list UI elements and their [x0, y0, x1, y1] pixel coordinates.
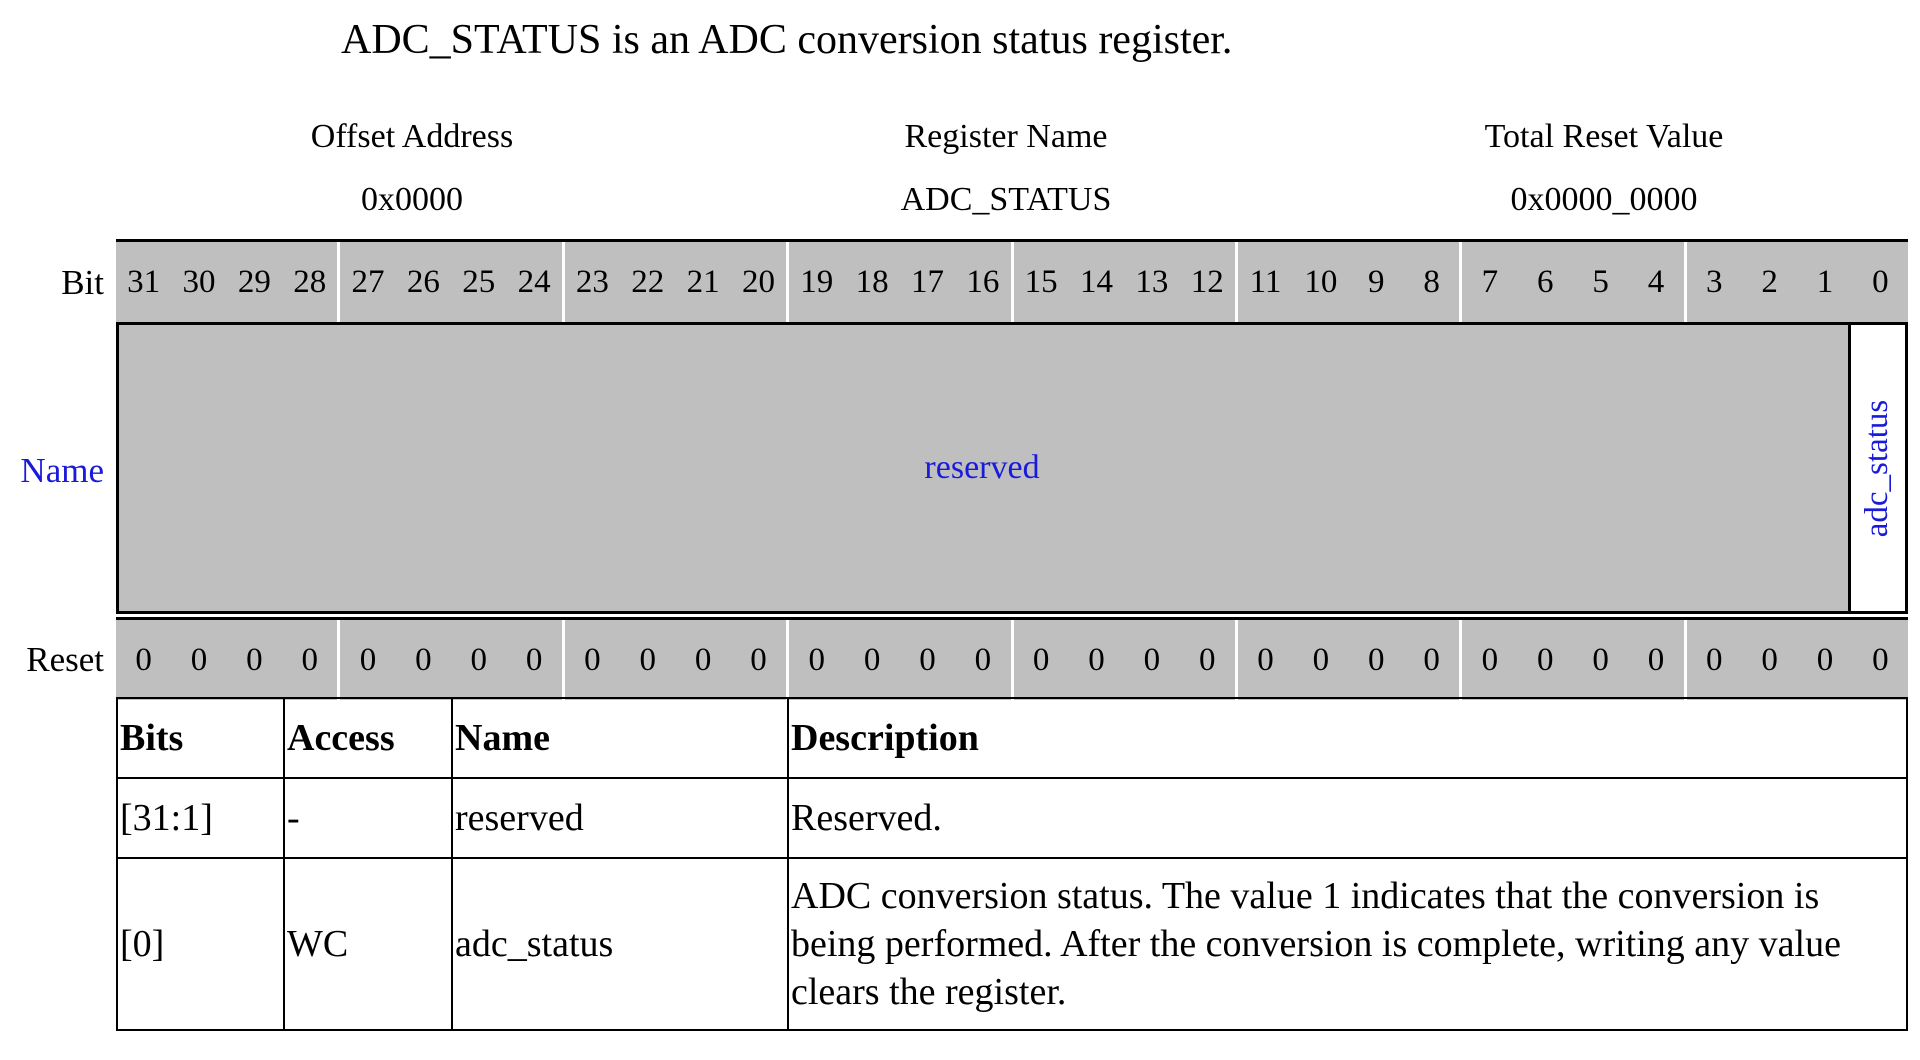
- reset-bit-value: 0: [415, 641, 432, 678]
- bit-number: 9: [1367, 263, 1385, 300]
- reset-bit-value: 0: [1628, 620, 1687, 700]
- bit-number: 13: [1135, 263, 1169, 300]
- bit-number: 5: [1592, 263, 1609, 300]
- register-caption: ADC_STATUS is an ADC conversion status r…: [341, 17, 1233, 63]
- reset-bit-value: 0: [808, 641, 826, 678]
- reset-bit-value: 0: [282, 620, 341, 700]
- total-reset-value: 0x0000_0000: [1510, 181, 1698, 218]
- reset-bit-value: 0: [506, 620, 565, 700]
- register-name-value: ADC_STATUS: [900, 181, 1112, 218]
- reset-bit-value: 0: [1367, 641, 1385, 678]
- cell-name: reserved: [451, 777, 789, 859]
- reset-bit-value: 0: [694, 641, 712, 678]
- register-name-label: Register Name: [904, 118, 1108, 155]
- reset-bit-value: 0: [1592, 641, 1609, 678]
- reset-bit-value: 0: [246, 641, 263, 678]
- reset-bit-value: 0: [470, 641, 487, 678]
- cell-bits: [0]: [116, 857, 285, 1031]
- reset-bit-value: 0: [359, 641, 377, 678]
- offset-address-label: Offset Address: [310, 118, 514, 155]
- reset-bit-value: 0: [919, 641, 936, 678]
- bit-number: 7: [1481, 263, 1499, 300]
- reset-bit-value: 0: [1404, 620, 1463, 700]
- bit-number: 23: [575, 263, 609, 300]
- bit-number: 18: [855, 263, 889, 300]
- reset-bit-value: 0: [1312, 641, 1330, 678]
- reset-bit-value: 0: [1872, 641, 1889, 678]
- reset-bit-value: 0: [1816, 641, 1834, 678]
- reset-row-label: Reset: [26, 640, 104, 679]
- cell-access: WC: [283, 857, 453, 1031]
- reset-bit-value: 0: [1180, 620, 1238, 700]
- bit-number: 10: [1304, 263, 1338, 300]
- reset-bit-value: 0: [955, 620, 1014, 700]
- reset-bit-value: 0: [1706, 641, 1723, 678]
- bit-number: 19: [800, 263, 834, 300]
- reset-bit-value: 0: [1088, 641, 1105, 678]
- bit-number: 26: [406, 263, 440, 300]
- cell-name: adc_status: [451, 857, 789, 1031]
- name-row-label: Name: [20, 451, 104, 490]
- reset-bit-value: 0: [135, 641, 152, 678]
- bit-number: 12: [1180, 242, 1238, 322]
- col-header-name: Name: [451, 697, 789, 779]
- bit-number: 20: [731, 242, 790, 322]
- field-name-area: [116, 322, 1908, 614]
- cell-bits: [31:1]: [116, 777, 285, 859]
- reset-bit-value: 0: [639, 641, 657, 678]
- cell-description: Reserved.: [787, 777, 1908, 859]
- reset-bit-value: 0: [1143, 641, 1161, 678]
- adc-status-field-label: adc_status: [1848, 322, 1908, 614]
- reset-bit-value: 0: [863, 641, 881, 678]
- adc-status-field-text: adc_status: [1859, 399, 1896, 537]
- reset-bit-value: 0: [1537, 641, 1554, 678]
- field-description-table: Bits Access Name Description [31:1] - re…: [116, 697, 1908, 1031]
- col-header-description: Description: [787, 697, 1908, 779]
- table-row: [0] WC adc_status ADC conversion status.…: [116, 857, 1908, 1031]
- bit-number: 17: [910, 263, 944, 300]
- bit-number: 27: [351, 263, 385, 300]
- reset-bit-value: 0: [584, 641, 601, 678]
- bit-number: 15: [1024, 263, 1058, 300]
- col-header-access: Access: [283, 697, 453, 779]
- adc-status-field-box: [1848, 322, 1908, 614]
- bit-number: 11: [1249, 263, 1282, 300]
- bit-number: 31: [127, 263, 161, 300]
- offset-address-value: 0x0000: [361, 181, 463, 218]
- cell-description: ADC conversion status. The value 1 indic…: [787, 857, 1908, 1031]
- total-reset-label: Total Reset Value: [1484, 118, 1724, 155]
- bit-number: 2: [1761, 263, 1778, 300]
- reset-bit-value: 0: [1257, 641, 1274, 678]
- cell-access: -: [283, 777, 453, 859]
- bit-number: 22: [631, 263, 665, 300]
- bit-number-row: 31 30 29 28 27 26 25 24 23 22 21 20 19 18 17 16 15 14 13 12…: [116, 239, 1908, 325]
- bit-number: 16: [955, 242, 1014, 322]
- table-row: [31:1] - reserved Reserved.: [116, 777, 1908, 859]
- bit-number: 14: [1080, 263, 1114, 300]
- bit-number: 3: [1706, 263, 1723, 300]
- bit-number: 6: [1537, 263, 1554, 300]
- reset-bit-value: 0: [1761, 641, 1778, 678]
- bit-number: 24: [506, 242, 565, 322]
- reset-bit-value: 0: [1481, 641, 1499, 678]
- bit-number: 29: [237, 263, 271, 300]
- bit-number: 1: [1816, 263, 1834, 300]
- reserved-field-label: reserved: [924, 449, 1040, 486]
- bit-number: 21: [686, 263, 720, 300]
- reset-bit-value: 0: [190, 641, 208, 678]
- bit-number: 30: [182, 263, 216, 300]
- col-header-bits: Bits: [116, 697, 285, 779]
- bit-number: 4: [1628, 242, 1687, 322]
- bit-number: 25: [462, 263, 496, 300]
- bit-number: 0: [1872, 263, 1889, 300]
- table-header-row: Bits Access Name Description: [116, 697, 1908, 779]
- bit-number: 28: [282, 242, 341, 322]
- bit-number: 8: [1404, 242, 1463, 322]
- reset-bit-value: 0: [1032, 641, 1050, 678]
- bit-row-label: Bit: [61, 263, 104, 302]
- reset-bit-value: 0: [731, 620, 790, 700]
